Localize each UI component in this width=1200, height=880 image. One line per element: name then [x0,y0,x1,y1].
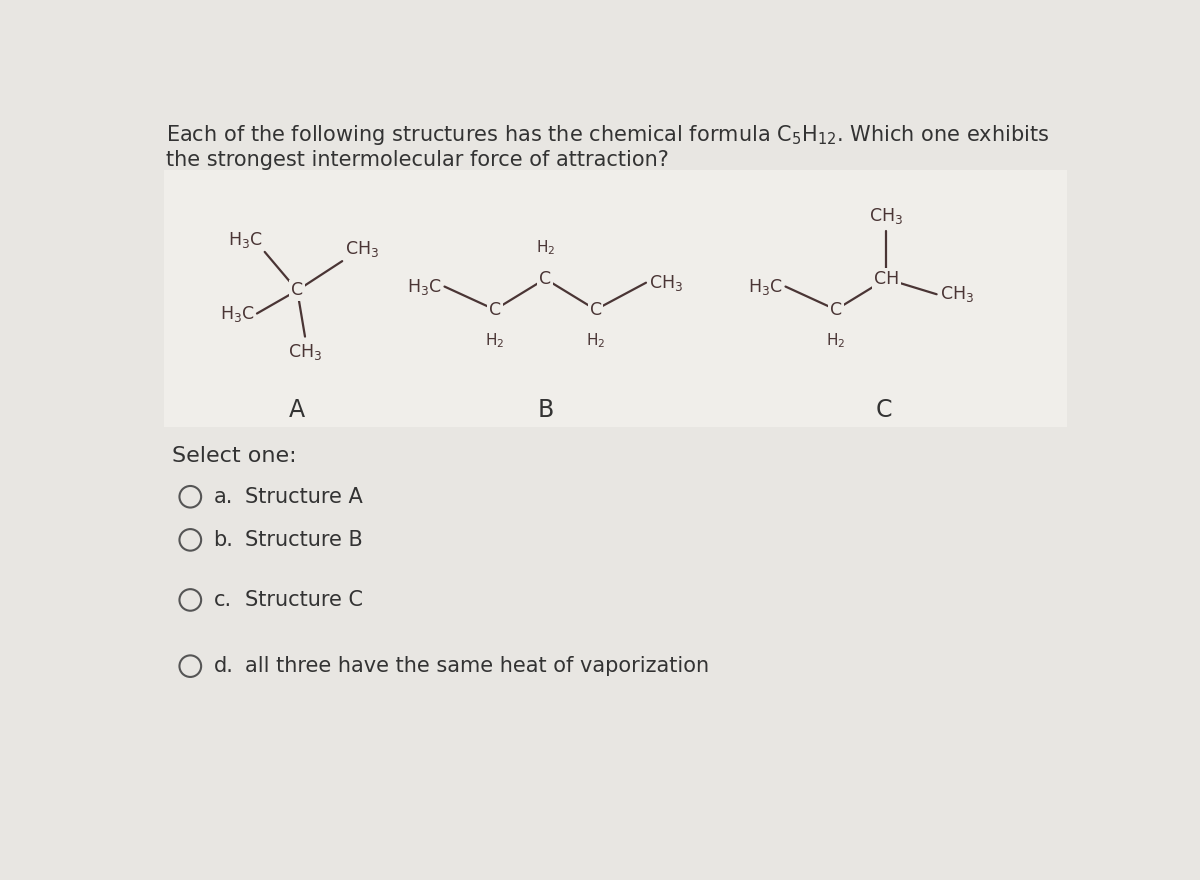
Text: c.: c. [214,590,232,610]
Text: H$_3$C: H$_3$C [407,276,442,297]
Text: H$_3$C: H$_3$C [228,231,263,250]
Text: A: A [289,398,305,422]
Text: Structure C: Structure C [245,590,362,610]
Text: C: C [876,398,893,422]
Text: CH: CH [874,270,899,288]
Text: Structure A: Structure A [245,487,362,507]
Text: CH$_3$: CH$_3$ [940,284,974,304]
Text: C: C [488,301,500,319]
Text: the strongest intermolecular force of attraction?: the strongest intermolecular force of at… [166,150,668,170]
FancyBboxPatch shape [164,170,1067,428]
Text: all three have the same heat of vaporization: all three have the same heat of vaporiza… [245,656,709,676]
Text: H$_2$: H$_2$ [827,331,846,350]
Text: Structure B: Structure B [245,530,362,550]
Text: C: C [589,301,601,319]
Text: B: B [538,398,553,422]
Text: d.: d. [214,656,234,676]
Text: C: C [539,270,551,288]
Text: H$_3$C: H$_3$C [748,276,782,297]
Text: C: C [292,282,304,299]
Text: a.: a. [214,487,233,507]
Text: CH$_3$: CH$_3$ [869,207,904,226]
Text: CH$_3$: CH$_3$ [649,273,683,293]
Text: b.: b. [214,530,234,550]
Text: CH$_3$: CH$_3$ [346,238,379,259]
Text: CH$_3$: CH$_3$ [288,342,322,362]
Text: H$_2$: H$_2$ [485,331,504,350]
Text: H$_2$: H$_2$ [535,238,554,257]
Text: H$_3$C: H$_3$C [220,304,254,324]
Text: Select one:: Select one: [172,446,296,466]
Text: C: C [830,301,842,319]
Text: Each of the following structures has the chemical formula C$_5$H$_{12}$. Which o: Each of the following structures has the… [166,122,1049,147]
Text: H$_2$: H$_2$ [586,331,605,350]
